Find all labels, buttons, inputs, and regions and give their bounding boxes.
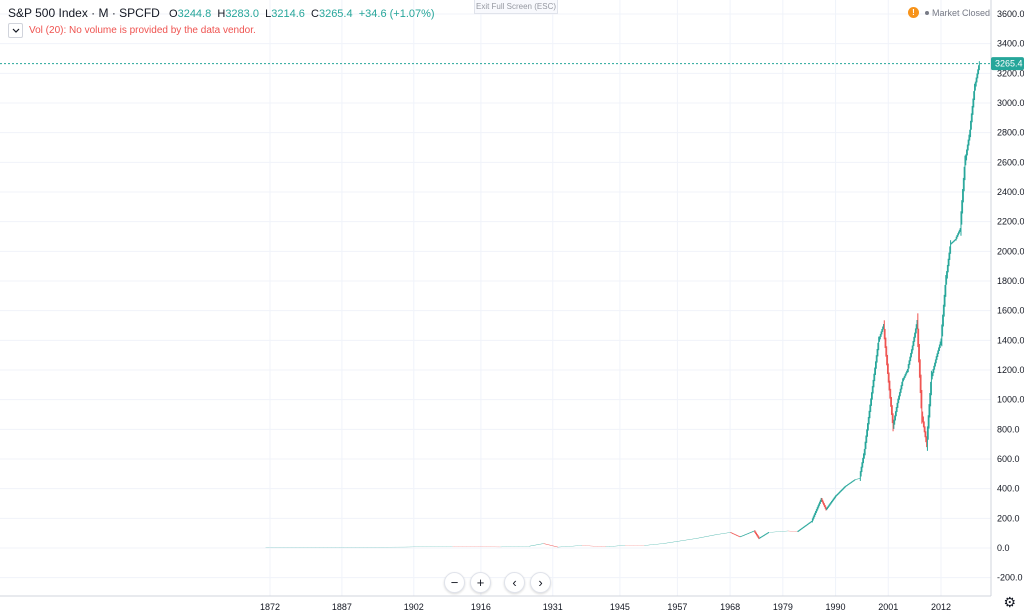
x-tick-label: 1957: [667, 602, 687, 612]
settings-gear-icon[interactable]: ⚙: [1003, 594, 1016, 610]
open-label: O: [169, 8, 178, 20]
y-tick-label: 2800.0: [997, 128, 1024, 138]
time-axis: 1872 1887 1902 1916 1931 1945 1957 1968 1979 1990…: [260, 602, 951, 612]
y-tick-label: 600.0: [997, 454, 1020, 464]
x-tick-label: 1968: [720, 602, 740, 612]
price-series: [265, 61, 980, 548]
market-status-text: Market Closed: [931, 7, 990, 18]
y-tick-label: 3200.0: [997, 68, 1024, 78]
last-price-label: 3265.4: [995, 59, 1023, 69]
y-tick-label: 2200.0: [997, 217, 1024, 227]
high-label: H: [217, 8, 226, 20]
x-tick-label: 1887: [332, 602, 352, 612]
high-value: 3283.0: [225, 8, 259, 20]
x-tick-label: 2012: [931, 602, 951, 612]
y-tick-label: 3600.0: [997, 9, 1024, 19]
x-tick-label: 1945: [610, 602, 630, 612]
x-tick-label: 2001: [878, 602, 898, 612]
volume-notice-text: Vol (20): No volume is provided by the d…: [29, 25, 256, 36]
x-tick-label: 1931: [543, 602, 563, 612]
x-tick-label: 1872: [260, 602, 280, 612]
warning-icon[interactable]: !: [907, 7, 919, 18]
x-tick-label: 1902: [404, 602, 424, 612]
x-tick-label: 1916: [471, 602, 491, 612]
y-tick-label: 2600.0: [997, 157, 1024, 167]
zoom-out-icon[interactable]: −: [444, 572, 465, 593]
y-tick-label: 1400.0: [997, 335, 1024, 345]
y-tick-label: -200.0: [997, 573, 1023, 583]
exit-fullscreen-button[interactable]: Exit Full Screen (ESC): [474, 0, 558, 14]
y-tick-label: 2000.0: [997, 246, 1024, 256]
x-tick-label: 1990: [826, 602, 846, 612]
status-dot: [924, 10, 929, 15]
y-tick-label: 1000.0: [997, 395, 1024, 405]
zoom-in-icon[interactable]: +: [470, 572, 491, 593]
y-tick-label: 0.0: [997, 543, 1010, 553]
close-value: 3265.4: [318, 8, 353, 20]
chevron-down-icon[interactable]: [8, 23, 23, 38]
y-tick-label: 800.0: [997, 424, 1020, 434]
y-tick-label: 1800.0: [997, 276, 1024, 286]
y-tick-label: 3400.0: [997, 39, 1024, 49]
symbol-title[interactable]: S&P 500 Index · M · SPCFD: [8, 6, 160, 20]
low-value: 3214.6: [271, 8, 305, 20]
chart-legend: S&P 500 Index · M · SPCFD O3244.8 H3283.…: [8, 6, 435, 20]
volume-notice: Vol (20): No volume is provided by the d…: [8, 23, 256, 38]
scroll-left-icon[interactable]: ‹: [504, 572, 525, 593]
last-price-tag: [991, 57, 1024, 71]
open-value: 3244.8: [177, 8, 212, 20]
scroll-right-icon[interactable]: ›: [530, 572, 551, 593]
y-tick-label: 2400.0: [997, 187, 1024, 197]
grid-lines: [0, 0, 991, 596]
close-label: C: [311, 8, 319, 20]
x-tick-label: 1979: [773, 602, 793, 612]
market-status: ! Market Closed: [907, 7, 990, 18]
y-tick-label: 200.0: [997, 513, 1020, 523]
y-tick-label: 1200.0: [997, 365, 1024, 375]
low-label: L: [265, 8, 272, 20]
y-tick-label: 400.0: [997, 484, 1020, 494]
change-value: +34.6 (+1.07%): [358, 8, 435, 20]
price-axis: -200.0 0.0 200.0 400.0 600.0 800.0 1000.0 1200.…: [997, 9, 1024, 583]
y-tick-label: 3000.0: [997, 98, 1024, 108]
y-tick-label: 1600.0: [997, 306, 1024, 316]
